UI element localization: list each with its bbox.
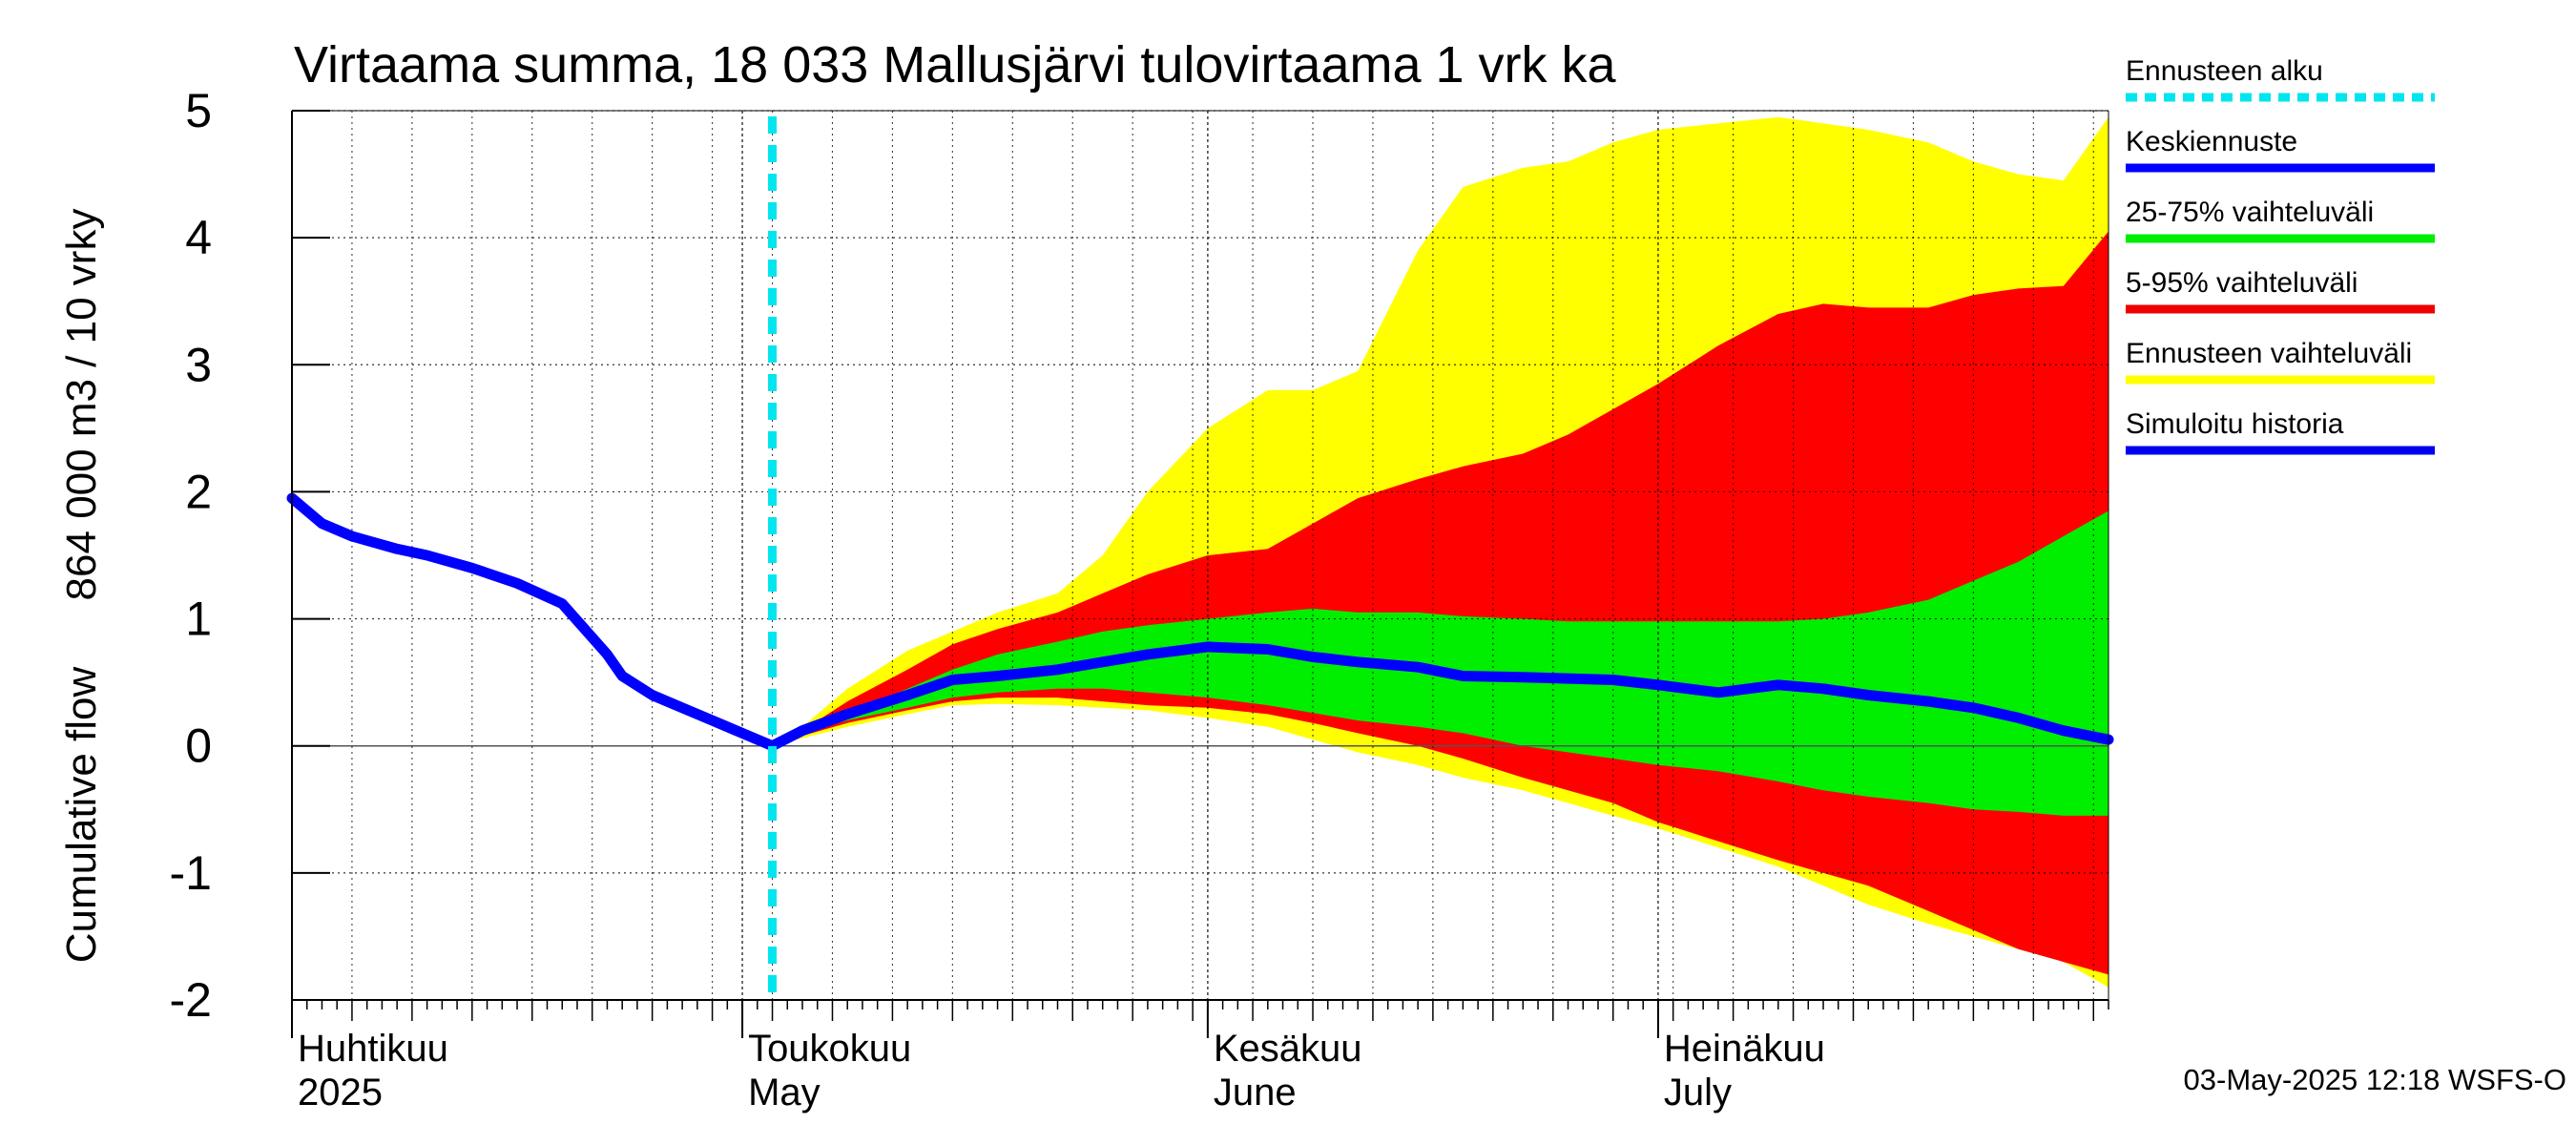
y-tick-label: 2: [185, 465, 212, 518]
legend-label: Ennusteen alku: [2126, 55, 2323, 87]
band-25-75: [772, 510, 2109, 816]
y-tick-label: 1: [185, 593, 212, 646]
y-axis-label-units: 864 000 m3 / 10 vrky: [58, 209, 105, 601]
month-label-sub: July: [1664, 1072, 1732, 1114]
forecast-bands: [772, 116, 2109, 988]
y-tick-label: 4: [185, 211, 212, 264]
legend: Ennusteen alku Keskiennuste 25-75% vaihtel…: [2126, 55, 2435, 455]
series-lines: [286, 116, 2114, 1000]
series-simulated-history: [286, 492, 778, 752]
month-label: Toukokuu: [748, 1028, 911, 1070]
band-5-95: [772, 231, 2109, 975]
y-axis-label-main: Cumulative flow: [58, 667, 105, 964]
legend-label: Ennusteen vaihteluväli: [2126, 338, 2412, 369]
legend-label: 5-95% vaihteluväli: [2126, 267, 2358, 299]
y-tick-label: -1: [170, 846, 212, 900]
footer-timestamp: 03-May-2025 12:18 WSFS-O: [2184, 1063, 2566, 1096]
legend-label: Keskiennuste: [2126, 126, 2297, 157]
series-median-forecast: [767, 641, 2114, 752]
month-label-sub: June: [1214, 1072, 1297, 1114]
y-tick-label: 3: [185, 338, 212, 391]
y-tick-label: 0: [185, 719, 212, 773]
chart-title: Virtaama summa, 18 033 Mallusjärvi tulov…: [294, 36, 1617, 94]
month-label: Heinäkuu: [1664, 1028, 1825, 1070]
y-tick-label: 5: [185, 84, 212, 137]
legend-label: 25-75% vaihteluväli: [2126, 197, 2374, 228]
y-tick-label: -2: [170, 973, 212, 1027]
month-label-sub: May: [748, 1072, 821, 1114]
legend-label: Simuloitu historia: [2126, 408, 2344, 440]
month-label-sub: 2025: [298, 1072, 383, 1114]
month-label: Huhtikuu: [298, 1028, 448, 1070]
month-label: Kesäkuu: [1214, 1028, 1362, 1070]
